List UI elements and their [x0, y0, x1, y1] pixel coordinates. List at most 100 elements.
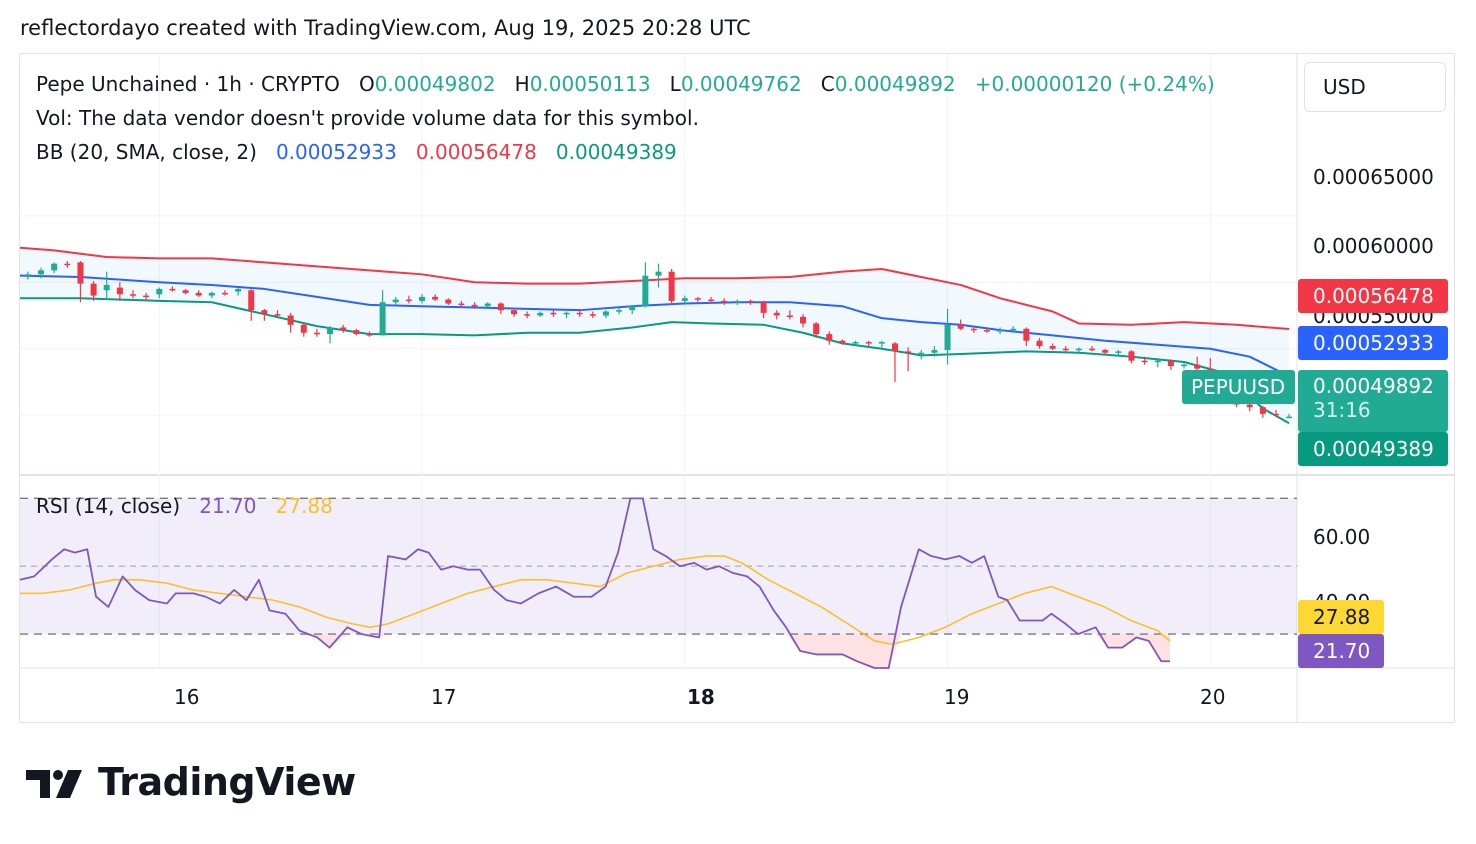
candle [905, 347, 912, 372]
candle [419, 294, 426, 304]
candle [38, 267, 45, 279]
candle-body [694, 298, 701, 300]
candle-body [524, 314, 531, 316]
candle [800, 314, 807, 328]
high-value: 0.00050113 [529, 72, 651, 96]
candle [655, 263, 662, 288]
candle-body [721, 300, 728, 303]
rsi-oversold-fill [800, 634, 817, 655]
candle [813, 322, 820, 339]
candlestick-series [24, 261, 1293, 419]
candle-body [340, 327, 347, 331]
bb-upper-tag: 0.00056478 [1298, 279, 1448, 313]
candle-body [537, 312, 544, 316]
bb-label[interactable]: BB (20, SMA, close, 2) [36, 140, 257, 164]
chart-frame [19, 53, 1455, 723]
indicator-lines [19, 246, 1290, 669]
time-axis-label: 19 [944, 685, 970, 709]
bb-upper-line [19, 246, 1290, 331]
bollinger-legend: BB (20, SMA, close, 2) 0.00052933 0.0005… [36, 140, 677, 164]
last-price-tag: 0.00049892 31:16 [1298, 370, 1448, 432]
candle [747, 299, 754, 305]
candle [1010, 326, 1017, 333]
bb-basis-value: 0.00052933 [275, 140, 397, 164]
candle-body [300, 324, 307, 333]
change-value: +0.00000120 (+0.24%) [974, 72, 1215, 96]
candle-body [1154, 360, 1161, 363]
rsi-oversold-fill [329, 634, 348, 648]
candle-body [826, 334, 833, 341]
candle [379, 290, 386, 336]
price-axis-label: 0.00065000 [1313, 165, 1434, 189]
candle-body [813, 323, 820, 335]
candle [786, 310, 793, 320]
candle-body [970, 328, 977, 331]
bb-lower-tag: 0.00049389 [1298, 432, 1448, 466]
candle-body [668, 271, 675, 301]
candle-body [629, 306, 636, 311]
candle [51, 262, 58, 273]
candle-body [497, 303, 504, 311]
candle [970, 326, 977, 333]
rsi-label[interactable]: RSI (14, close) [36, 494, 181, 518]
candle-body [1075, 348, 1082, 351]
ohlc-legend: Pepe Unchained · 1h · CRYPTO O0.00049802… [36, 72, 1215, 96]
candle [708, 296, 715, 304]
candle-body [1023, 328, 1030, 341]
candle [550, 310, 557, 317]
bb-basis-tag: 0.00052933 [1298, 326, 1448, 360]
rsi-value: 21.70 [199, 494, 257, 518]
currency-selector[interactable]: USD [1304, 62, 1446, 112]
rsi-ma-line [20, 555, 1171, 646]
candle [773, 310, 780, 320]
candle-body [708, 299, 715, 302]
candle [156, 287, 163, 299]
candle-body [366, 334, 373, 336]
rsi-oversold-fill [856, 634, 875, 668]
brand-name[interactable]: TradingView [98, 760, 356, 804]
candle [563, 311, 570, 319]
time-axis-label: 16 [174, 685, 200, 709]
candle-body [616, 310, 623, 312]
rsi-ma-tag: 27.88 [1298, 600, 1384, 634]
candle [589, 311, 596, 319]
candle-body [1128, 351, 1135, 361]
candle [103, 271, 110, 300]
candle [721, 298, 728, 305]
candle-body [1102, 350, 1109, 353]
symbol-title[interactable]: Pepe Unchained · 1h · CRYPTO [36, 72, 340, 96]
candle [340, 324, 347, 333]
candle [1167, 359, 1174, 370]
candle-body [432, 296, 439, 300]
tradingview-logo-icon[interactable] [24, 764, 86, 804]
low-value: 0.00049762 [680, 72, 802, 96]
candle [195, 290, 202, 297]
candle [1049, 343, 1056, 351]
candle [629, 304, 636, 315]
candle-body [471, 304, 478, 307]
candle [983, 327, 990, 333]
candle-body [865, 342, 872, 344]
candle-body [353, 330, 360, 335]
symbol-tag: PEPUUSD [1182, 370, 1295, 404]
candle [116, 282, 123, 301]
candle-body [983, 330, 990, 332]
candle [90, 280, 97, 301]
candle [327, 326, 334, 344]
candle-body [944, 324, 951, 351]
rsi-axis-label: 60.00 [1313, 525, 1371, 549]
candle-body [458, 303, 465, 306]
candle-body [1246, 404, 1253, 408]
open-value: 0.00049802 [374, 72, 496, 96]
candle-body [1049, 346, 1056, 349]
candle-body [261, 310, 268, 315]
candle [537, 311, 544, 317]
candle [471, 302, 478, 309]
close-value: 0.00049892 [834, 72, 956, 96]
candle-body [313, 332, 320, 335]
candle [432, 294, 439, 301]
candle [1128, 350, 1135, 364]
candle [287, 312, 294, 333]
candle [918, 350, 925, 360]
